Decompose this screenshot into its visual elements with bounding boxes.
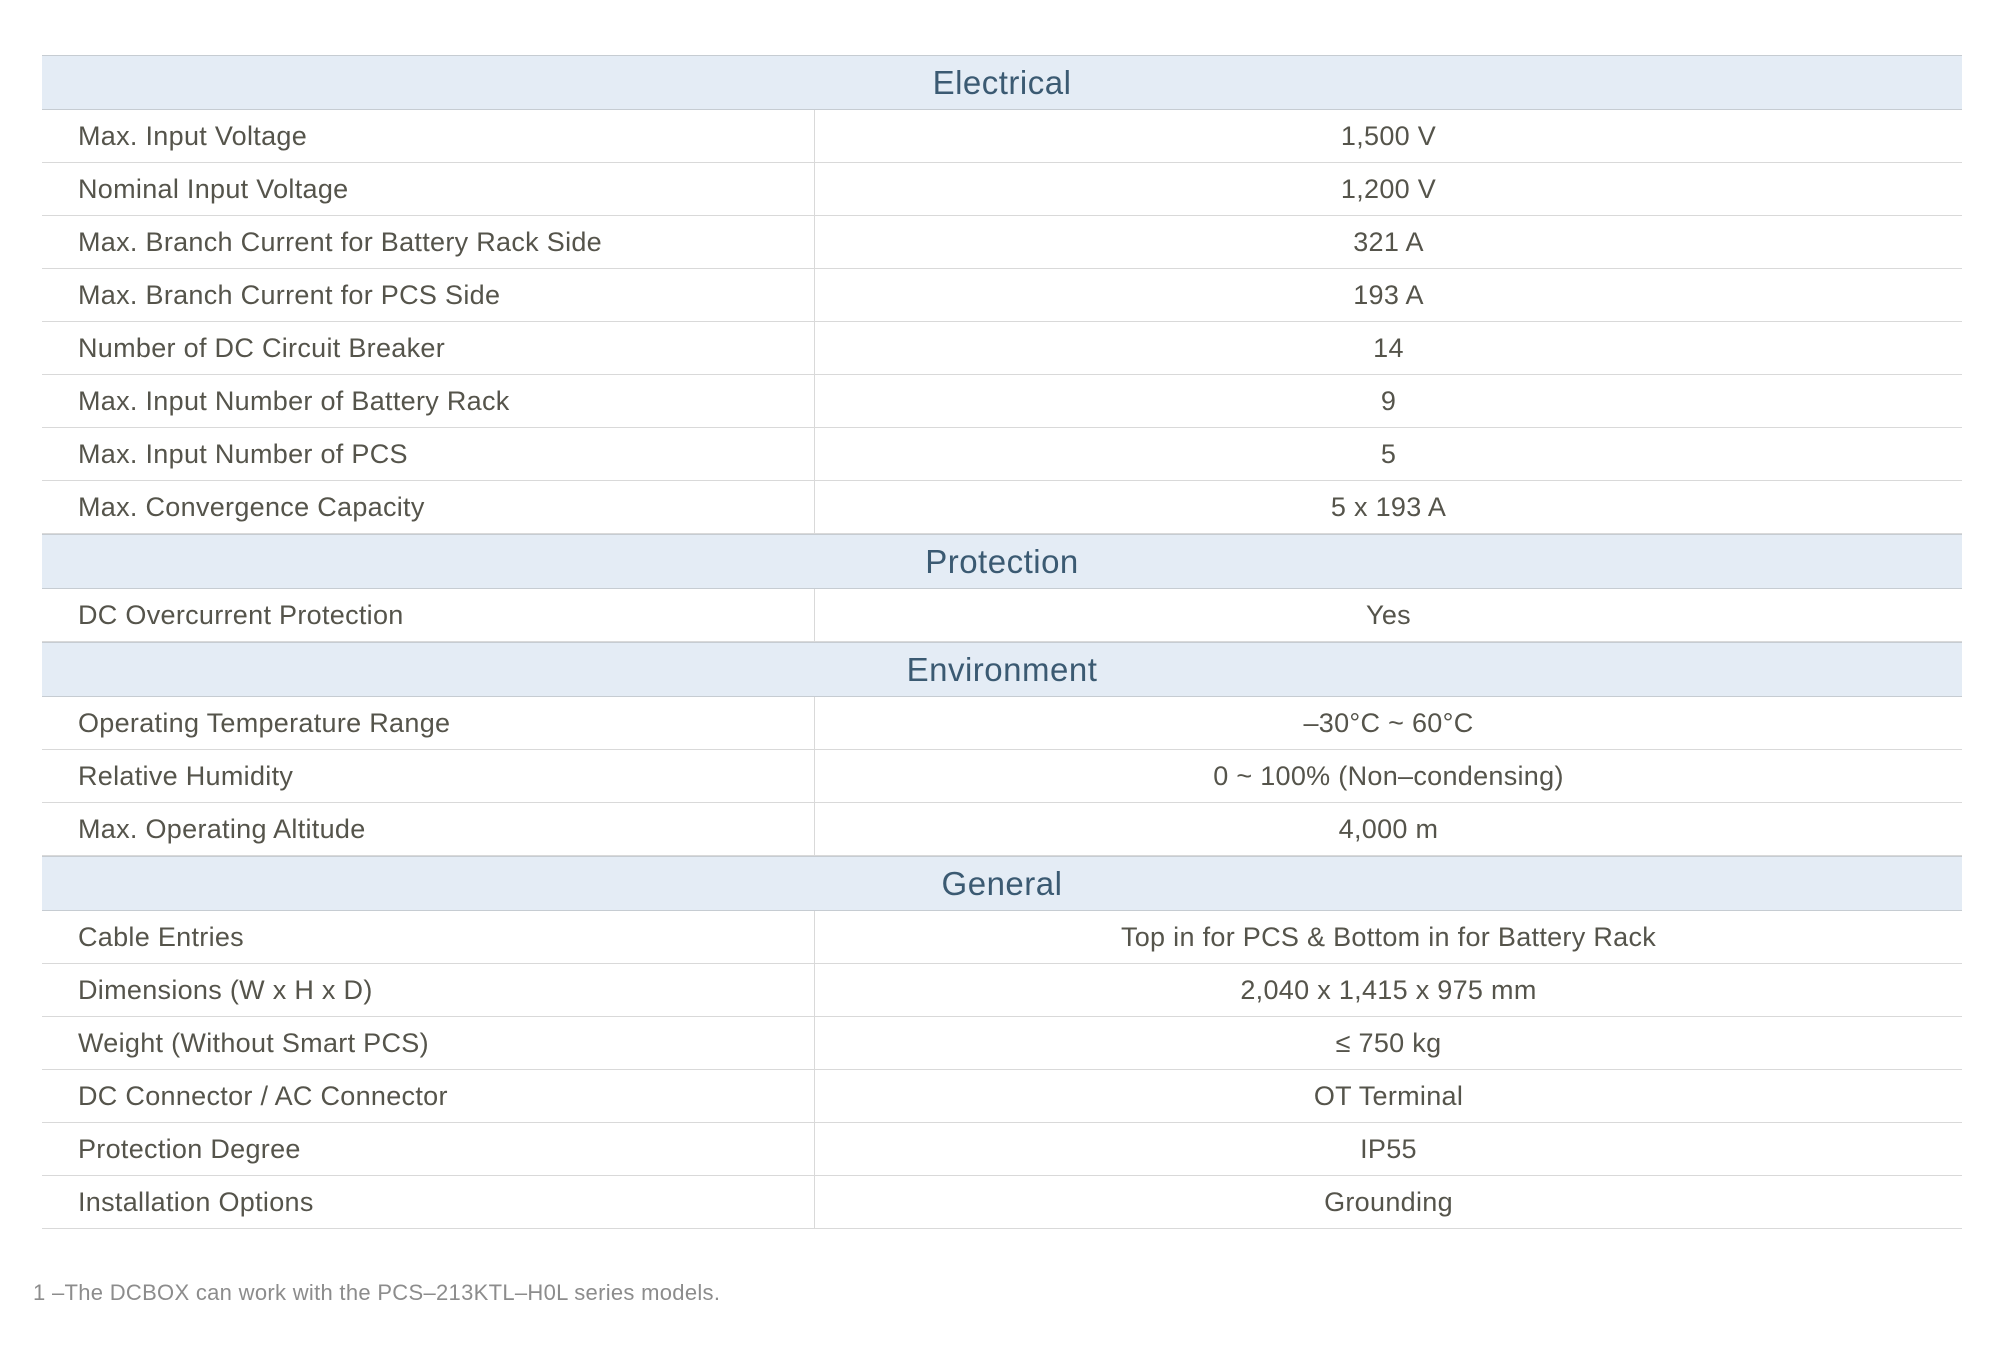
spec-table: Electrical Max. Input Voltage 1,500 V No… (42, 55, 1962, 1229)
table-row: Dimensions (W x H x D) 2,040 x 1,415 x 9… (42, 964, 1962, 1017)
table-row: Weight (Without Smart PCS) ≤ 750 kg (42, 1017, 1962, 1070)
table-row: Max. Input Number of Battery Rack 9 (42, 375, 1962, 428)
table-row: Max. Operating Altitude 4,000 m (42, 803, 1962, 856)
spec-label: Max. Input Number of Battery Rack (42, 375, 815, 427)
table-row: Protection Degree IP55 (42, 1123, 1962, 1176)
spec-value: Grounding (1324, 1186, 1453, 1217)
spec-value: 9 (1380, 385, 1397, 416)
spec-value: 1,200 V (1340, 173, 1437, 204)
spec-label: DC Connector / AC Connector (42, 1070, 815, 1122)
spec-label: Max. Input Voltage (42, 110, 815, 162)
table-row: Max. Branch Current for PCS Side 193 A (42, 269, 1962, 322)
spec-label: Max. Operating Altitude (42, 803, 815, 855)
spec-value: 14 (1373, 332, 1404, 363)
table-row: Number of DC Circuit Breaker 14 (42, 322, 1962, 375)
spec-label: Weight (Without Smart PCS) (42, 1017, 815, 1069)
spec-value: –30°C ~ 60°C (1303, 707, 1474, 738)
spec-value: Top in for PCS & Bottom in for Battery R… (1120, 921, 1657, 952)
table-row: DC Overcurrent Protection Yes (42, 589, 1962, 642)
table-row: Max. Input Number of PCS 5 (42, 428, 1962, 481)
spec-value: OT Terminal (1313, 1080, 1464, 1111)
spec-label: DC Overcurrent Protection (42, 589, 815, 641)
spec-value: 1,500 V (1340, 120, 1437, 151)
section-header-electrical: Electrical (42, 55, 1962, 110)
spec-value: 193 A (1353, 279, 1424, 310)
spec-value: 2,040 x 1,415 x 975 mm (1240, 974, 1537, 1005)
spec-label: Dimensions (W x H x D) (42, 964, 815, 1016)
spec-value: 5 (1380, 438, 1397, 469)
spec-label: Nominal Input Voltage (42, 163, 815, 215)
spec-label: Relative Humidity (42, 750, 815, 802)
table-row: Relative Humidity 0 ~ 100% (Non–condensi… (42, 750, 1962, 803)
table-row: Max. Convergence Capacity 5 x 193 A (42, 481, 1962, 534)
footnote: 1 –The DCBOX can work with the PCS–213KT… (33, 1280, 721, 1305)
spec-value: 321 A (1353, 226, 1424, 257)
spec-value: IP55 (1360, 1133, 1417, 1164)
table-row: Nominal Input Voltage 1,200 V (42, 163, 1962, 216)
section-header-general: General (42, 856, 1962, 911)
spec-label: Operating Temperature Range (42, 697, 815, 749)
section-header-environment: Environment (42, 642, 1962, 697)
table-row: Operating Temperature Range –30°C ~ 60°C (42, 697, 1962, 750)
spec-value: Yes (1366, 599, 1411, 630)
spec-value: ≤ 750 kg (1335, 1027, 1442, 1058)
spec-label: Protection Degree (42, 1123, 815, 1175)
spec-label: Max. Convergence Capacity (42, 481, 815, 533)
table-row: Max. Branch Current for Battery Rack Sid… (42, 216, 1962, 269)
spec-label: Number of DC Circuit Breaker (42, 322, 815, 374)
spec-value: 4,000 m (1338, 813, 1439, 844)
spec-label: Installation Options (42, 1176, 815, 1228)
spec-label: Max. Branch Current for PCS Side (42, 269, 815, 321)
spec-label: Max. Input Number of PCS (42, 428, 815, 480)
table-row: Installation Options Grounding (42, 1176, 1962, 1229)
spec-value: 0 ~ 100% (Non–condensing) (1213, 760, 1564, 791)
spec-label: Max. Branch Current for Battery Rack Sid… (42, 216, 815, 268)
spec-label: Cable Entries (42, 911, 815, 963)
spec-value: 5 x 193 A (1330, 491, 1447, 522)
table-row: Cable Entries Top in for PCS & Bottom in… (42, 911, 1962, 964)
table-row: DC Connector / AC Connector OT Terminal (42, 1070, 1962, 1123)
section-header-protection: Protection (42, 534, 1962, 589)
table-row: Max. Input Voltage 1,500 V (42, 110, 1962, 163)
